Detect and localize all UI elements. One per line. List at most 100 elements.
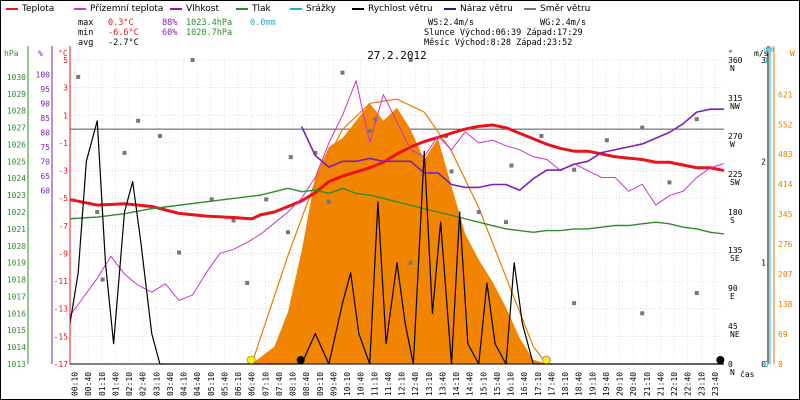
temperature-tick-label: -9 <box>58 249 68 258</box>
temperature-tick-label: -13 <box>54 305 69 314</box>
legend-item-teplota: Teplota <box>6 3 54 15</box>
wind-direction-point <box>288 155 293 160</box>
ground-temperature-line <box>69 80 725 316</box>
stats-moon: Měsíc Východ:8:28 Západ:23:52 <box>424 38 573 48</box>
direction-tick-label: SW <box>730 178 740 187</box>
x-tick-label: 16:10 <box>507 372 516 396</box>
pressure-tick-label: 1020 <box>7 242 26 251</box>
x-tick-label: 20:40 <box>629 372 638 396</box>
wind-direction-point <box>122 150 127 155</box>
pressure-tick-label: 1021 <box>7 225 26 234</box>
legend-swatch <box>74 8 86 10</box>
x-tick-label: 22:10 <box>670 372 679 396</box>
wind-direction-point <box>509 163 514 168</box>
x-tick-label: 00:40 <box>84 372 93 396</box>
wind-direction-point <box>76 74 81 79</box>
stats-min-press: 1020.7hPa <box>186 28 233 38</box>
legend-item-tlak: Tlak <box>236 3 271 15</box>
radiation-axis-unit: W <box>790 49 795 58</box>
x-tick-label: 13:40 <box>438 372 447 396</box>
x-tick-label: 03:40 <box>166 372 175 396</box>
x-tick-label: 17:10 <box>534 372 543 396</box>
legend-label: Rychlost větru <box>368 4 433 14</box>
direction-tick-label: NW <box>730 102 740 111</box>
wind-axis-unit: m/s <box>754 49 769 58</box>
x-tick-label: 06:40 <box>248 372 257 396</box>
temperature-tick-label: -1 <box>58 139 68 148</box>
pressure-tick-label: 1016 <box>7 309 26 318</box>
x-tick-label: 05:40 <box>220 372 229 396</box>
direction-tick-label: NE <box>730 330 740 339</box>
wind-direction-point <box>572 167 577 172</box>
pressure-line <box>69 187 725 235</box>
legend-swatch <box>6 8 18 10</box>
legend-item-srazky: Srážky <box>290 3 336 15</box>
temperature-tick-label: 5 <box>63 56 68 65</box>
x-tick-label: 07:10 <box>261 372 270 396</box>
direction-tick-label: E <box>730 292 735 301</box>
wind-direction-point <box>539 134 544 138</box>
chart-title: 27.2.2012 <box>367 49 427 62</box>
radiation-tick-label: 207 <box>778 270 793 279</box>
wind-direction-point <box>476 210 481 214</box>
direction-tick-label: 0 <box>728 360 733 369</box>
wind-direction-point <box>694 117 699 122</box>
gust-marker <box>408 260 413 265</box>
wind-tick-label: 0 <box>761 360 766 369</box>
x-tick-label: 18:40 <box>575 372 584 396</box>
temperature-tick-label: -3 <box>58 167 68 176</box>
pressure-tick-label: 1027 <box>7 124 26 133</box>
x-tick-label: 02:40 <box>139 372 148 396</box>
rain-tick-label: 1 <box>764 56 769 65</box>
stats-label: avg <box>78 38 94 48</box>
legend-swatch <box>444 8 456 10</box>
wind-direction-point <box>190 58 195 62</box>
temperature-tick-label: 3 <box>63 84 68 93</box>
x-tick-label: 05:10 <box>207 372 216 396</box>
radiation-tick-label: 414 <box>778 180 793 189</box>
direction-tick-label: N <box>730 64 735 73</box>
humidity-tick-label: 100 <box>36 70 51 79</box>
x-tick-label: 07:40 <box>275 372 284 396</box>
humidity-tick-label: 95 <box>40 85 50 94</box>
x-tick-label: 15:10 <box>479 372 488 396</box>
x-tick-label: 21:40 <box>656 372 665 396</box>
pressure-tick-label: 1013 <box>7 360 26 369</box>
legend-swatch <box>352 8 364 10</box>
wind-direction-point <box>313 150 318 155</box>
x-tick-label: 00:10 <box>71 372 80 396</box>
x-tick-label: 09:10 <box>316 372 325 396</box>
rain-axis-unit: mm <box>764 45 774 54</box>
legend-swatch <box>290 8 302 10</box>
pressure-tick-label: 1022 <box>7 208 26 217</box>
wind-speed-line <box>69 120 724 365</box>
gust-marker <box>136 118 141 123</box>
legend-label: Teplota <box>22 4 55 14</box>
x-tick-label: 10:10 <box>343 372 352 396</box>
x-tick-label: 03:10 <box>152 372 161 396</box>
direction-tick-label: 135 <box>728 246 743 255</box>
x-tick-label: 11:10 <box>370 372 379 396</box>
wind-direction-point <box>373 117 378 122</box>
sunset-marker <box>542 355 551 365</box>
stats-sun: Slunce Východ:06:39 Západ:17:29 <box>424 28 583 38</box>
pressure-tick-label: 1026 <box>7 140 26 149</box>
gust-marker <box>177 250 181 255</box>
radiation-area <box>251 103 547 364</box>
humidity-tick-label: 75 <box>40 143 50 152</box>
rain-tick-label: 0 <box>764 360 769 369</box>
stats-ws: WS:2.4m/s <box>428 18 475 28</box>
stats-max-rain: 0.0mm <box>250 18 276 28</box>
radiation-tick-label: 345 <box>778 210 793 219</box>
x-tick-label: 14:40 <box>466 372 475 396</box>
legend-label: Přízemní teplota <box>90 4 164 14</box>
x-tick-label: 04:40 <box>193 372 202 396</box>
legend-item-vlhkost: Vlhkost <box>170 3 219 15</box>
temperature-tick-label: -11 <box>54 277 69 286</box>
x-tick-label: 08:40 <box>302 372 311 396</box>
wind-direction-point <box>604 138 609 143</box>
gust-marker <box>640 311 645 316</box>
stats-panel: max 0.3°C 88% 1023.4hPa 0.0mm WS:2.4m/s … <box>78 18 598 52</box>
pressure-tick-label: 1015 <box>7 326 26 335</box>
